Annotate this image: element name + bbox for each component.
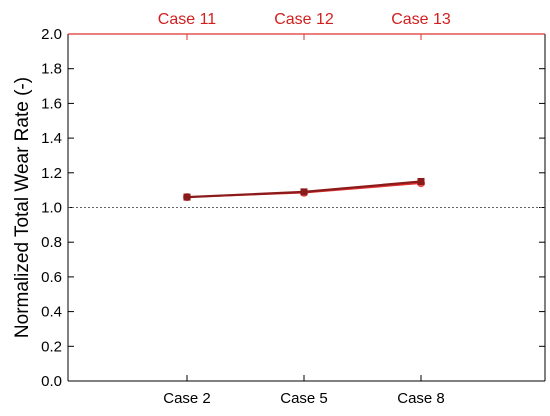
- y-tick-label-1: 0.2: [41, 338, 62, 355]
- y-axis-title: Normalized Total Wear Rate (-): [12, 77, 33, 338]
- series-layer: [183, 177, 425, 202]
- y-tick-label-6: 1.2: [41, 165, 62, 182]
- y-tick-label-3: 0.6: [41, 269, 62, 286]
- y-tick-label-8: 1.6: [41, 95, 62, 112]
- top-tick-label-2: Case 13: [391, 11, 451, 28]
- top-tick-label-1: Case 12: [274, 11, 334, 28]
- x-tick-label-2: Case 8: [397, 390, 445, 407]
- y-tick-label-7: 1.4: [41, 130, 62, 147]
- x-tick-label-1: Case 5: [280, 390, 328, 407]
- y-tick-label-0: 0.0: [41, 373, 62, 390]
- x-tick-label-0: Case 2: [163, 390, 211, 407]
- y-tick-label-2: 0.4: [41, 304, 62, 321]
- y-tick-label-9: 1.8: [41, 61, 62, 78]
- y-tick-label-4: 0.8: [41, 234, 62, 251]
- series-0-point-2: [417, 177, 425, 185]
- y-tick-label-10: 2.0: [41, 26, 62, 43]
- top-axis-ticks: Case 11 Case 12 Case 13: [158, 11, 451, 40]
- series-0-point-1: [300, 188, 308, 196]
- x-axis-ticks: Case 2 Case 5 Case 8: [163, 375, 445, 407]
- y-tick-label-5: 1.0: [41, 200, 62, 217]
- y-axis-ticks: 0.0 0.2 0.4 0.6 0.8 1.0 1.2 1.4 1.6 1.8 2.0: [41, 26, 545, 390]
- series-0-point-0: [183, 193, 191, 201]
- top-tick-label-0: Case 11: [158, 11, 217, 28]
